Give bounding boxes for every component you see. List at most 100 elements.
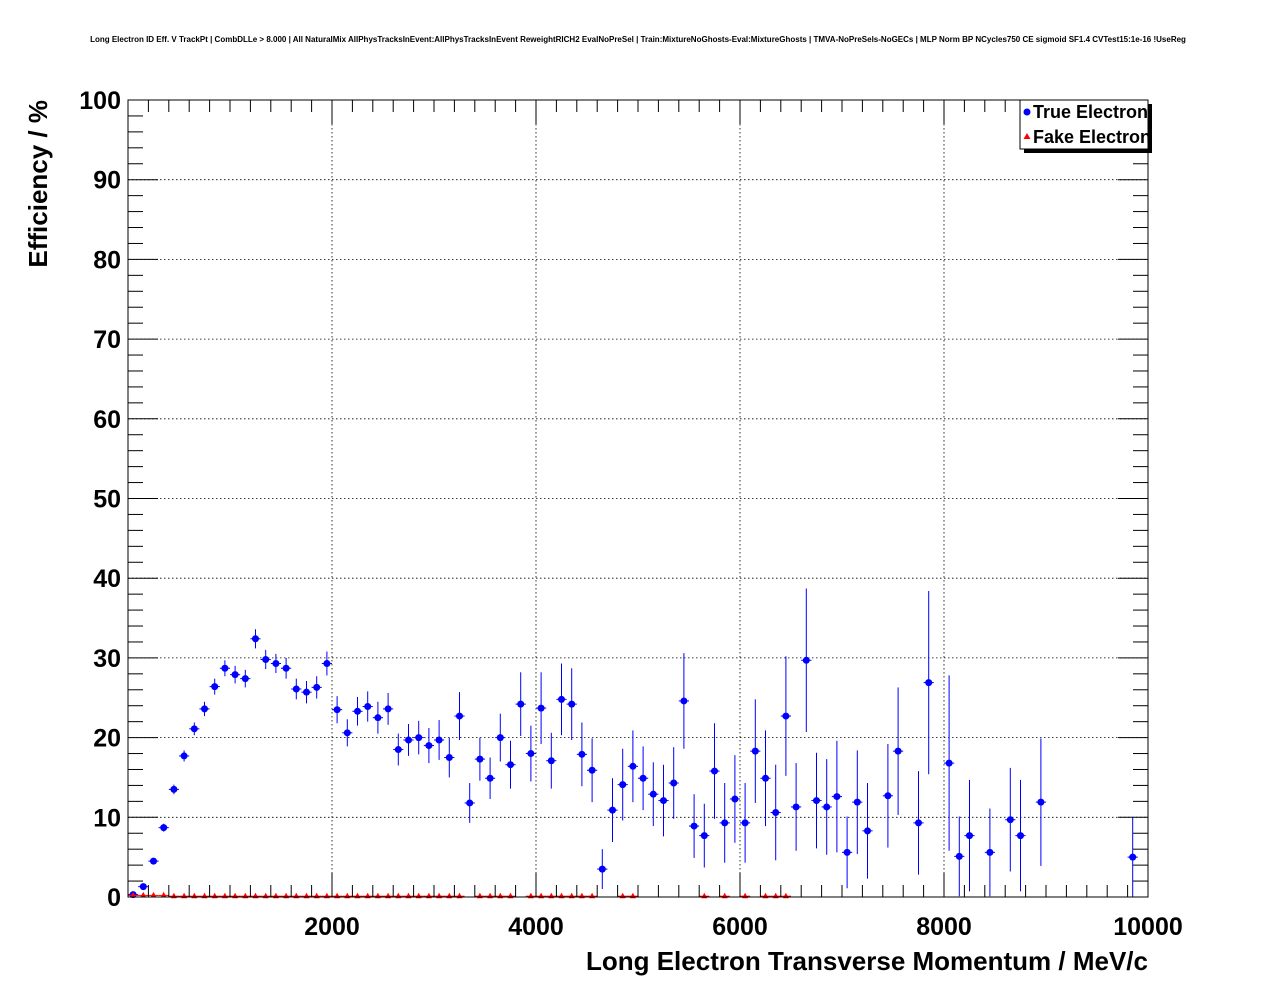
data-point [894,747,902,755]
data-point [915,819,922,827]
data-point [721,819,729,827]
data-point [609,806,616,814]
data-point [445,754,453,762]
data-series [128,588,1138,899]
data-point [680,697,688,705]
data-point [364,703,372,711]
data-point [1017,832,1024,840]
data-point [313,683,321,691]
data-point [1129,853,1137,861]
data-point [925,679,933,687]
data-point [853,798,861,806]
data-point [823,803,831,811]
x-tick-label: 8000 [916,913,972,941]
data-point [139,883,147,891]
y-tick-label: 40 [93,565,121,593]
data-point [241,675,249,683]
data-point [1006,816,1014,824]
y-tick-label: 30 [93,645,121,673]
data-point [150,891,157,898]
legend-fake-electron-marker [1023,133,1031,139]
data-point [221,664,229,672]
data-point [456,712,463,720]
y-tick-label: 70 [93,326,121,354]
data-point [731,795,739,803]
data-point [966,832,973,840]
data-point [190,725,198,733]
data-point [690,822,698,830]
legend-true-electron-marker [1023,108,1031,116]
x-tick-label: 6000 [712,913,768,941]
data-point [945,759,953,767]
data-point [741,819,749,827]
data-point [833,793,841,801]
data-point [160,891,167,898]
data-point [292,685,300,693]
data-point [639,774,647,782]
x-axis-label: Long Electron Transverse Momentum / MeV/… [586,946,1148,976]
data-point [130,891,137,898]
data-point [476,755,484,763]
y-tick-label: 10 [93,804,121,832]
data-point [802,656,810,664]
data-point [813,797,820,805]
data-point [262,655,270,663]
data-point [333,706,341,714]
data-point [282,664,290,672]
y-axis-label: Efficiency / % [23,100,53,268]
data-point [343,729,351,737]
data-point [578,750,586,758]
data-point [384,705,392,713]
data-point [629,762,637,770]
data-point [588,766,596,774]
legend-true-electron-label: True Electron [1033,102,1148,122]
data-point [170,785,178,793]
data-point [201,705,208,713]
y-tick-labels: 0 10 20 30 40 50 60 70 80 90 100 [79,87,121,912]
x-tick-label: 10000 [1113,913,1183,941]
data-point [160,824,168,832]
data-point [986,848,994,856]
data-point [782,712,790,720]
data-point [180,752,188,760]
data-point [507,761,514,769]
data-point [211,683,219,691]
gridlines [128,100,1148,897]
data-point [537,704,545,712]
data-point [486,774,494,782]
data-point [231,671,239,679]
legend-box [1019,99,1149,150]
data-point [762,774,769,782]
data-point [323,659,331,667]
series-true-electron [128,588,1138,899]
x-tick-label: 4000 [508,913,564,941]
data-point [140,891,147,898]
data-point [466,799,474,807]
y-tick-label: 80 [93,246,121,274]
data-point [405,736,412,744]
data-point [864,827,871,835]
x-tick-label: 2000 [304,913,360,941]
data-point [547,757,555,765]
data-point [955,852,963,860]
data-point [435,736,443,744]
data-point [150,857,157,865]
data-point [496,734,504,742]
data-point [374,714,382,722]
y-tick-label: 90 [93,167,121,195]
data-point [700,832,708,840]
data-point [517,700,525,708]
data-point [558,695,565,703]
data-point [272,659,280,667]
data-point [415,734,423,742]
data-point [527,750,535,758]
y-tick-label: 60 [93,406,121,434]
legend-fake-electron-label: Fake Electron [1033,127,1151,147]
y-tick-label: 100 [79,87,121,115]
data-point [303,688,310,696]
data-point [884,792,892,800]
chart-title: Long Electron ID Eff. V TrackPt | CombDL… [90,35,1186,44]
legend: True Electron Fake Electron [1019,99,1152,153]
data-point [425,742,433,750]
